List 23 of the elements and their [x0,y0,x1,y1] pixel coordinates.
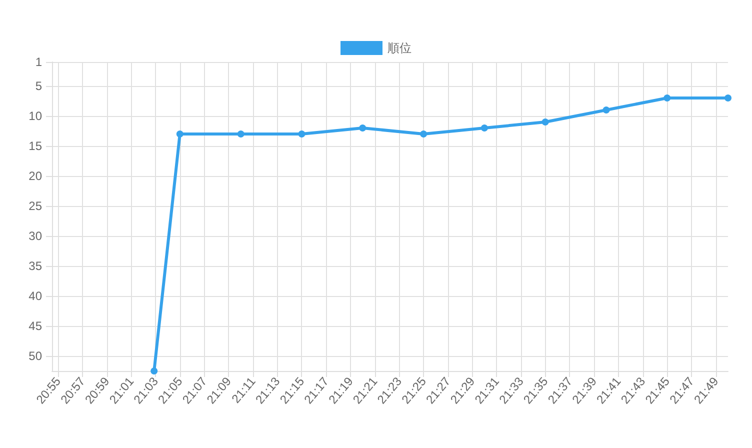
y-tick-label: 45 [28,319,42,333]
point [664,94,671,102]
y-tick-label: 35 [28,259,42,273]
point [602,106,610,114]
y-tick-label: 15 [28,139,42,153]
y-tick-label: 20 [28,169,42,183]
y-tick-label: 5 [35,79,42,93]
y-tick-label: 10 [28,109,42,123]
point [542,118,549,126]
point [176,130,184,138]
point [237,130,244,138]
point [359,124,366,132]
y-tick-label: 40 [28,289,42,303]
point [150,368,158,374]
point [420,130,428,138]
y-tick-label: 1 [35,55,42,69]
point [724,94,732,102]
y-tick-label: 30 [28,229,42,243]
y-tick-label: 25 [28,199,42,213]
legend-label: 順位 [388,41,412,55]
y-tick-label: 50 [28,349,42,363]
point [298,130,306,138]
point [480,124,488,132]
